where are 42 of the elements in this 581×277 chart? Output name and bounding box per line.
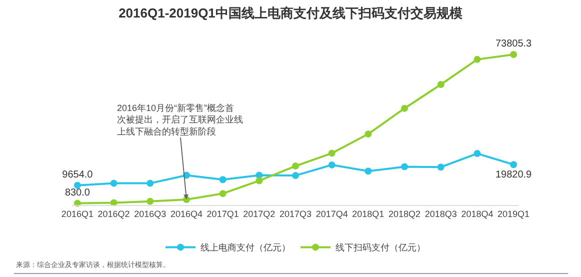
point	[474, 150, 481, 158]
x-tick-label: 2019Q1	[498, 208, 530, 219]
point	[364, 168, 372, 175]
x-tick-label: 2017Q2	[243, 208, 276, 219]
point	[219, 190, 226, 198]
point	[292, 162, 299, 170]
x-tick-label: 2016Q4	[170, 208, 202, 219]
point	[510, 51, 518, 58]
point	[328, 161, 336, 168]
point	[74, 182, 81, 189]
point	[328, 150, 336, 157]
point	[474, 56, 481, 63]
x-tick-label: 2016Q3	[134, 208, 166, 219]
point	[292, 172, 299, 180]
x-tick-label: 2016Q1	[61, 208, 94, 219]
x-tick-label: 2017Q3	[279, 208, 312, 219]
x-tick-label: 2018Q4	[461, 208, 494, 219]
point	[401, 163, 408, 170]
legend-label: 线下扫码支付（亿元）	[336, 242, 426, 253]
point	[146, 198, 154, 205]
x-tick-label: 2018Q2	[388, 208, 421, 219]
annotation: 2016年10月份“新零售”概念首次被提出，开启了互联网企业线上线下融合的转型新阶段	[117, 103, 243, 136]
chart-title: 2016Q1-2019Q1中国线上电商支付及线下扫码支付交易规模	[118, 5, 462, 20]
x-tick-label: 2018Q3	[424, 208, 457, 219]
data-label: 830.0	[64, 187, 90, 198]
point	[437, 81, 444, 88]
point	[510, 161, 518, 168]
point	[146, 180, 154, 187]
x-tick-label: 2018Q1	[352, 208, 384, 219]
x-tick-label: 2017Q1	[206, 208, 239, 219]
data-label: 73805.3	[495, 38, 532, 50]
point	[437, 164, 444, 171]
x-tick-label: 2016Q2	[98, 208, 130, 219]
x-tick-label: 2017Q4	[316, 208, 348, 219]
legend-label: 线上电商支付（亿元）	[200, 242, 290, 253]
data-label: 9654.0	[62, 169, 94, 180]
data-label: 19820.9	[495, 169, 532, 180]
point	[110, 180, 118, 187]
point	[256, 177, 263, 184]
point	[401, 104, 408, 112]
point	[219, 176, 226, 184]
point	[364, 130, 372, 138]
